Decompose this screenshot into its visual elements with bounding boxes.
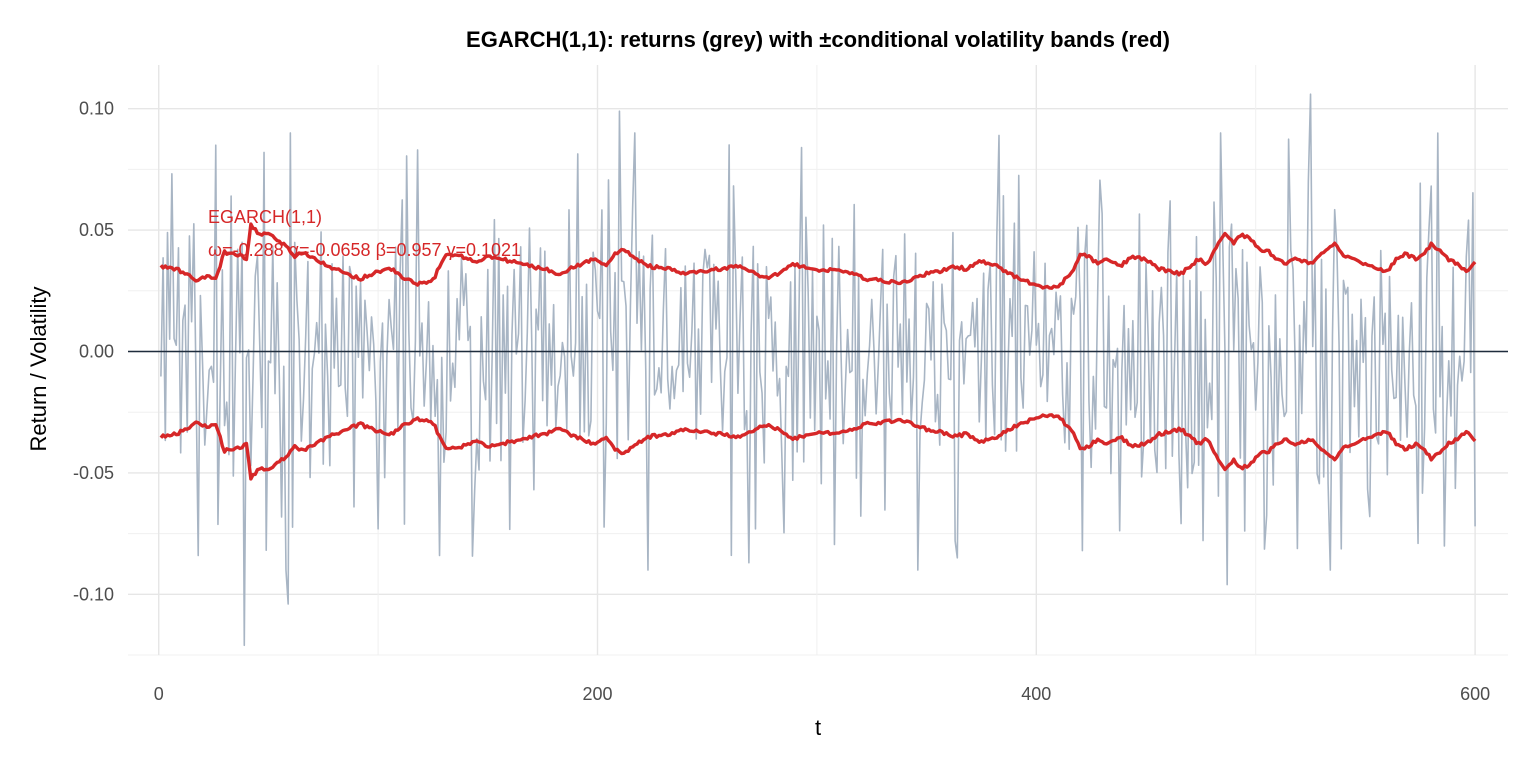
y-tick-label: -0.05 [73, 463, 114, 483]
chart-title: EGARCH(1,1): returns (grey) with ±condit… [466, 27, 1170, 52]
returns-series [160, 93, 1476, 647]
upper-volatility-band [159, 222, 1477, 290]
volatility-bands [159, 222, 1477, 481]
tick-labels: -0.10 -0.05 0.00 0.05 0.10 0 200 400 600 [73, 99, 1490, 704]
annotation-line-1: EGARCH(1,1) [208, 207, 322, 227]
y-tick-label: -0.10 [73, 584, 114, 604]
x-tick-label: 600 [1460, 684, 1490, 704]
y-tick-label: 0.00 [79, 342, 114, 362]
x-tick-label: 400 [1021, 684, 1051, 704]
y-tick-label: 0.05 [79, 220, 114, 240]
y-axis-label: Return / Volatility [26, 286, 51, 451]
returns-line [160, 93, 1476, 647]
model-annotation: EGARCH(1,1) ω=-0.288 α=-0.0658 β=0.957 γ… [208, 207, 521, 260]
annotation-line-2: ω=-0.288 α=-0.0658 β=0.957 γ=0.1021 [208, 240, 521, 260]
y-tick-label: 0.10 [79, 99, 114, 119]
x-axis-label: t [815, 715, 821, 740]
lower-volatility-band [159, 413, 1477, 481]
x-tick-label: 200 [582, 684, 612, 704]
x-tick-label: 0 [154, 684, 164, 704]
